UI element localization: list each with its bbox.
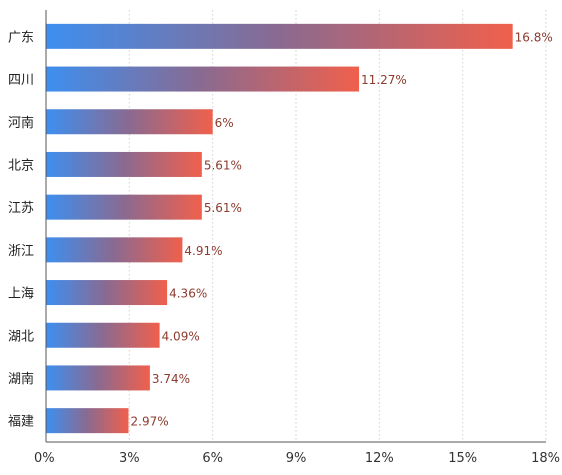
value-label: 3.74% [152,372,190,386]
x-tick-label: 9% [286,451,307,466]
bar-7 [46,280,168,306]
x-tick-label: 0% [34,451,55,466]
x-tick-label: 3% [119,451,140,466]
value-label: 4.09% [162,329,200,343]
category-label: 四川 [8,73,34,88]
bar-8 [46,322,160,348]
value-label: 2.97% [131,415,169,429]
x-tick-label: 6% [202,451,223,466]
category-label: 广东 [8,30,34,45]
category-label: 福建 [8,415,34,430]
category-label: 北京 [8,158,34,173]
bar-3 [46,109,213,135]
x-tick-label: 12% [365,451,394,466]
value-label: 5.61% [204,201,242,215]
bar-10 [46,408,129,434]
value-label: 4.91% [184,244,222,258]
x-tick-label: 15% [448,451,477,466]
category-label: 江苏 [8,200,34,216]
bar-4 [46,151,202,177]
bar-9 [46,365,150,391]
category-label: 上海 [8,287,34,302]
bar-6 [46,237,183,263]
category-label: 湖南 [8,371,34,387]
category-label: 湖北 [8,329,34,344]
bar-5 [46,194,202,220]
value-label: 5.61% [204,158,242,172]
bar-2 [46,66,360,92]
value-label: 4.36% [169,287,207,301]
value-label: 11.27% [361,73,407,87]
value-label: 6% [215,116,234,130]
x-tick-label: 18% [531,451,560,466]
bars: 16.8% 11.27% 6% 5.61% 5.61% 4.91% 4.36% 4.09% 3.… [46,23,553,434]
category-label: 河南 [8,115,34,131]
category-label: 浙江 [8,244,34,259]
bar-1 [46,23,513,49]
value-label: 16.8% [515,30,553,44]
